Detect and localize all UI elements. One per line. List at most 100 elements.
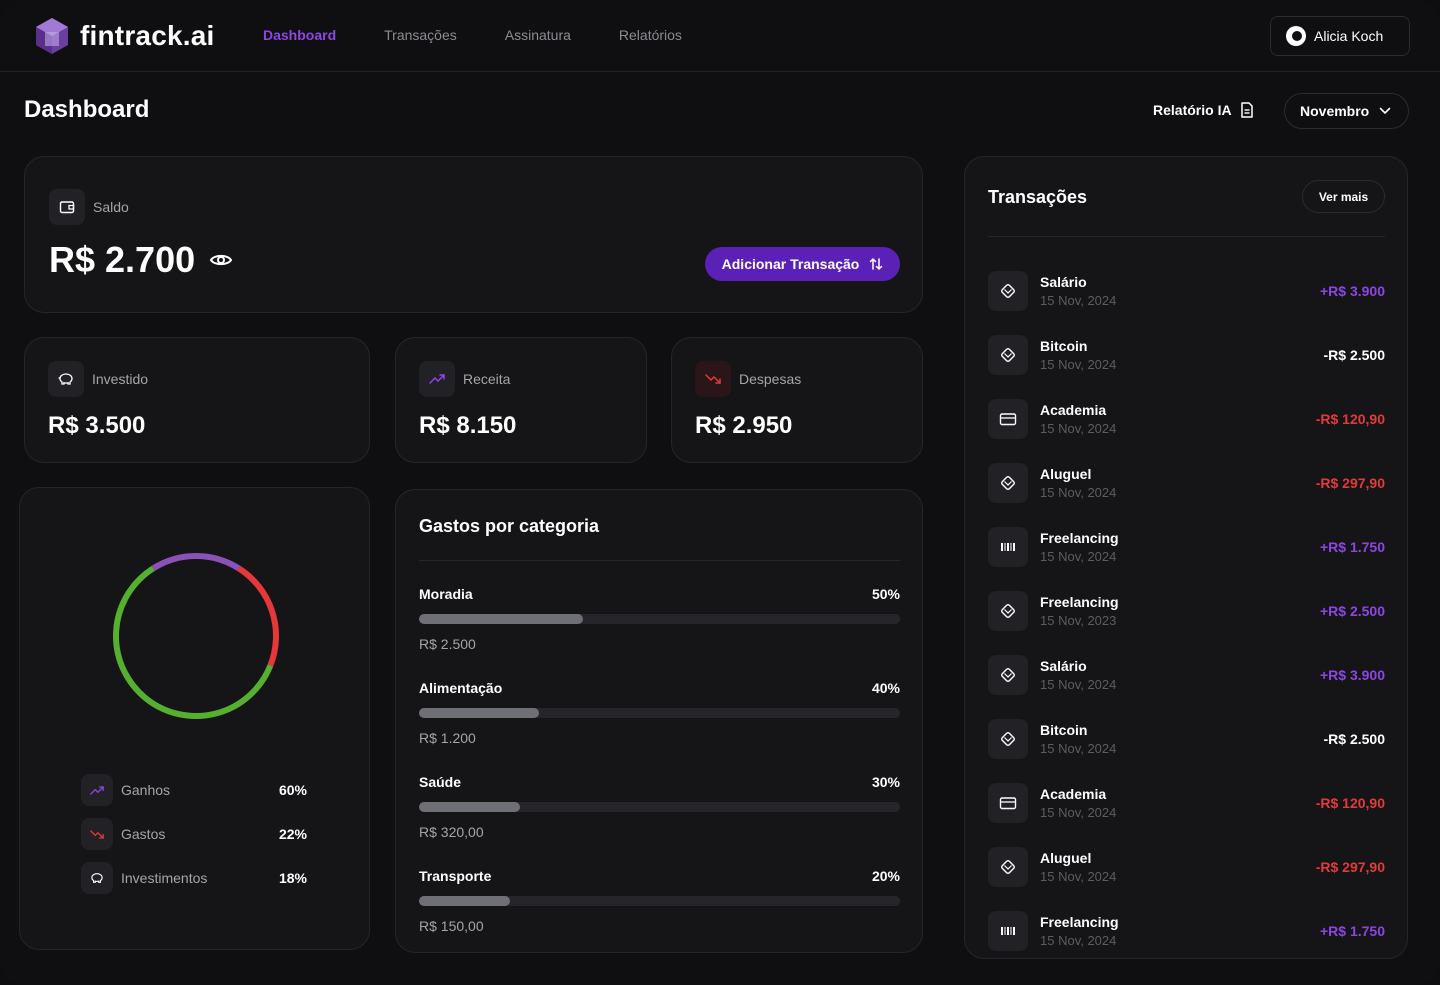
user-name: Alicia Koch [1314, 28, 1384, 44]
category-amount: R$ 320,00 [419, 824, 484, 840]
transaction-info: Freelancing 15 Nov, 2024 [1040, 530, 1320, 564]
brand-name: fintrack.ai [80, 20, 215, 51]
transaction-amount: -R$ 2.500 [1323, 731, 1385, 747]
donut-segment-ganhos [113, 565, 274, 719]
legend-label: Investimentos [121, 870, 208, 886]
legend-item-investimentos: Investimentos 18% [81, 856, 307, 900]
transaction-name: Aluguel [1040, 466, 1092, 482]
transaction-name: Bitcoin [1040, 338, 1088, 354]
transaction-amount: +R$ 3.900 [1320, 283, 1385, 299]
donut-segment-investimentos [151, 553, 241, 572]
pix-icon [988, 847, 1028, 887]
pix-icon [988, 591, 1028, 631]
divider [419, 560, 900, 561]
transaction-name: Freelancing [1040, 914, 1119, 930]
transaction-row[interactable]: Salário 15 Nov, 2024 +R$ 3.900 [988, 259, 1385, 323]
nav-assinatura[interactable]: Assinatura [504, 27, 571, 43]
chevron-down-icon [1379, 107, 1391, 115]
transaction-row[interactable]: Aluguel 15 Nov, 2024 -R$ 297,90 [988, 451, 1385, 515]
transaction-row[interactable]: Academia 15 Nov, 2024 -R$ 120,90 [988, 387, 1385, 451]
barcode-icon [988, 527, 1028, 567]
category-percent: 30% [871, 774, 900, 790]
arrows-up-down-icon [870, 257, 883, 271]
expenses-header: Despesas [695, 361, 801, 397]
transaction-info: Bitcoin 15 Nov, 2024 [1040, 338, 1324, 372]
eye-icon[interactable] [209, 252, 233, 268]
income-value: R$ 8.150 [419, 412, 517, 439]
month-select[interactable]: Novembro [1284, 93, 1409, 129]
category-progress-track [419, 802, 900, 812]
category-percent: 40% [871, 680, 900, 696]
pix-icon [988, 335, 1028, 375]
transaction-date: 15 Nov, 2024 [1040, 293, 1117, 308]
transaction-amount: +R$ 3.900 [1320, 667, 1385, 683]
transaction-amount: -R$ 297,90 [1315, 475, 1385, 491]
donut-segment-gastos [237, 565, 279, 667]
ai-report-button[interactable]: Relatório IA [1153, 102, 1254, 118]
trending-down-icon [81, 818, 113, 850]
logo[interactable]: fintrack.ai [34, 16, 214, 56]
pix-icon [988, 655, 1028, 695]
transaction-name: Academia [1040, 786, 1107, 802]
pix-icon [988, 463, 1028, 503]
transaction-row[interactable]: Bitcoin 15 Nov, 2024 -R$ 2.500 [988, 707, 1385, 771]
nav-dashboard[interactable]: Dashboard [263, 27, 337, 43]
transaction-row[interactable]: Freelancing 15 Nov, 2024 +R$ 1.750 [988, 515, 1385, 579]
nav-transacoes[interactable]: Transações [384, 27, 457, 43]
transaction-info: Aluguel 15 Nov, 2024 [1040, 466, 1316, 500]
transaction-amount: -R$ 120,90 [1315, 411, 1385, 427]
transaction-row[interactable]: Academia 15 Nov, 2024 -R$ 120,90 [988, 771, 1385, 835]
invested-header: Investido [48, 361, 148, 397]
category-amount: R$ 2.500 [419, 636, 476, 652]
transaction-date: 15 Nov, 2024 [1040, 421, 1117, 436]
user-menu-button[interactable]: Alicia Koch [1270, 16, 1410, 56]
income-card: Receita R$ 8.150 [395, 337, 647, 463]
legend-item-ganhos: Ganhos 60% [81, 768, 307, 812]
piggy-bank-icon [48, 361, 84, 397]
transaction-row[interactable]: Salário 15 Nov, 2024 +R$ 3.900 [988, 643, 1385, 707]
pix-icon [988, 719, 1028, 759]
category-amount: R$ 1.200 [419, 730, 476, 746]
transaction-date: 15 Nov, 2024 [1040, 485, 1117, 500]
ai-report-label: Relatório IA [1153, 102, 1232, 118]
category-item-alimentacao: Alimentação 40% R$ 1.200 [419, 680, 900, 746]
transaction-info: Salário 15 Nov, 2024 [1040, 658, 1320, 692]
transactions-card: Transações Ver mais Salário 15 Nov, 2024 +… [964, 156, 1408, 959]
nav-relatorios[interactable]: Relatórios [618, 27, 682, 43]
legend-percent: 22% [278, 826, 307, 842]
pix-icon [988, 271, 1028, 311]
trending-up-icon [81, 774, 113, 806]
transactions-title: Transações [988, 187, 1088, 207]
add-transaction-label: Adicionar Transação [721, 256, 860, 272]
transaction-info: Freelancing 15 Nov, 2023 [1040, 594, 1320, 628]
transaction-row[interactable]: Freelancing 15 Nov, 2023 +R$ 2.500 [988, 579, 1385, 643]
trending-down-icon [695, 361, 731, 397]
top-bar: fintrack.ai Dashboard Transações Assinat… [0, 0, 1440, 72]
transaction-date: 15 Nov, 2024 [1040, 933, 1117, 948]
transaction-row[interactable]: Freelancing 15 Nov, 2024 +R$ 1.750 [988, 899, 1385, 963]
transaction-name: Freelancing [1040, 594, 1119, 610]
transaction-name: Salário [1040, 274, 1087, 290]
income-label: Receita [463, 371, 511, 387]
transaction-info: Freelancing 15 Nov, 2024 [1040, 914, 1320, 948]
invested-value: R$ 3.500 [48, 412, 146, 439]
add-transaction-button[interactable]: Adicionar Transação [705, 247, 900, 281]
document-icon [1240, 102, 1253, 118]
category-name: Moradia [419, 586, 473, 602]
legend-percent: 18% [278, 870, 307, 886]
transaction-info: Academia 15 Nov, 2024 [1040, 402, 1316, 436]
transaction-info: Aluguel 15 Nov, 2024 [1040, 850, 1316, 884]
category-progress-fill [419, 896, 511, 906]
distribution-legend: Ganhos 60% Gastos 22% [81, 768, 307, 900]
transaction-date: 15 Nov, 2024 [1040, 357, 1117, 372]
legend-item-gastos: Gastos 22% [81, 812, 307, 856]
see-more-button[interactable]: Ver mais [1302, 180, 1385, 213]
category-progress-track [419, 896, 900, 906]
transaction-date: 15 Nov, 2024 [1040, 677, 1117, 692]
category-item-saude: Saúde 30% R$ 320,00 [419, 774, 900, 840]
legend-percent: 60% [278, 782, 307, 798]
category-progress-fill [419, 708, 540, 718]
transaction-row[interactable]: Bitcoin 15 Nov, 2024 -R$ 2.500 [988, 323, 1385, 387]
transaction-row[interactable]: Aluguel 15 Nov, 2024 -R$ 297,90 [988, 835, 1385, 899]
